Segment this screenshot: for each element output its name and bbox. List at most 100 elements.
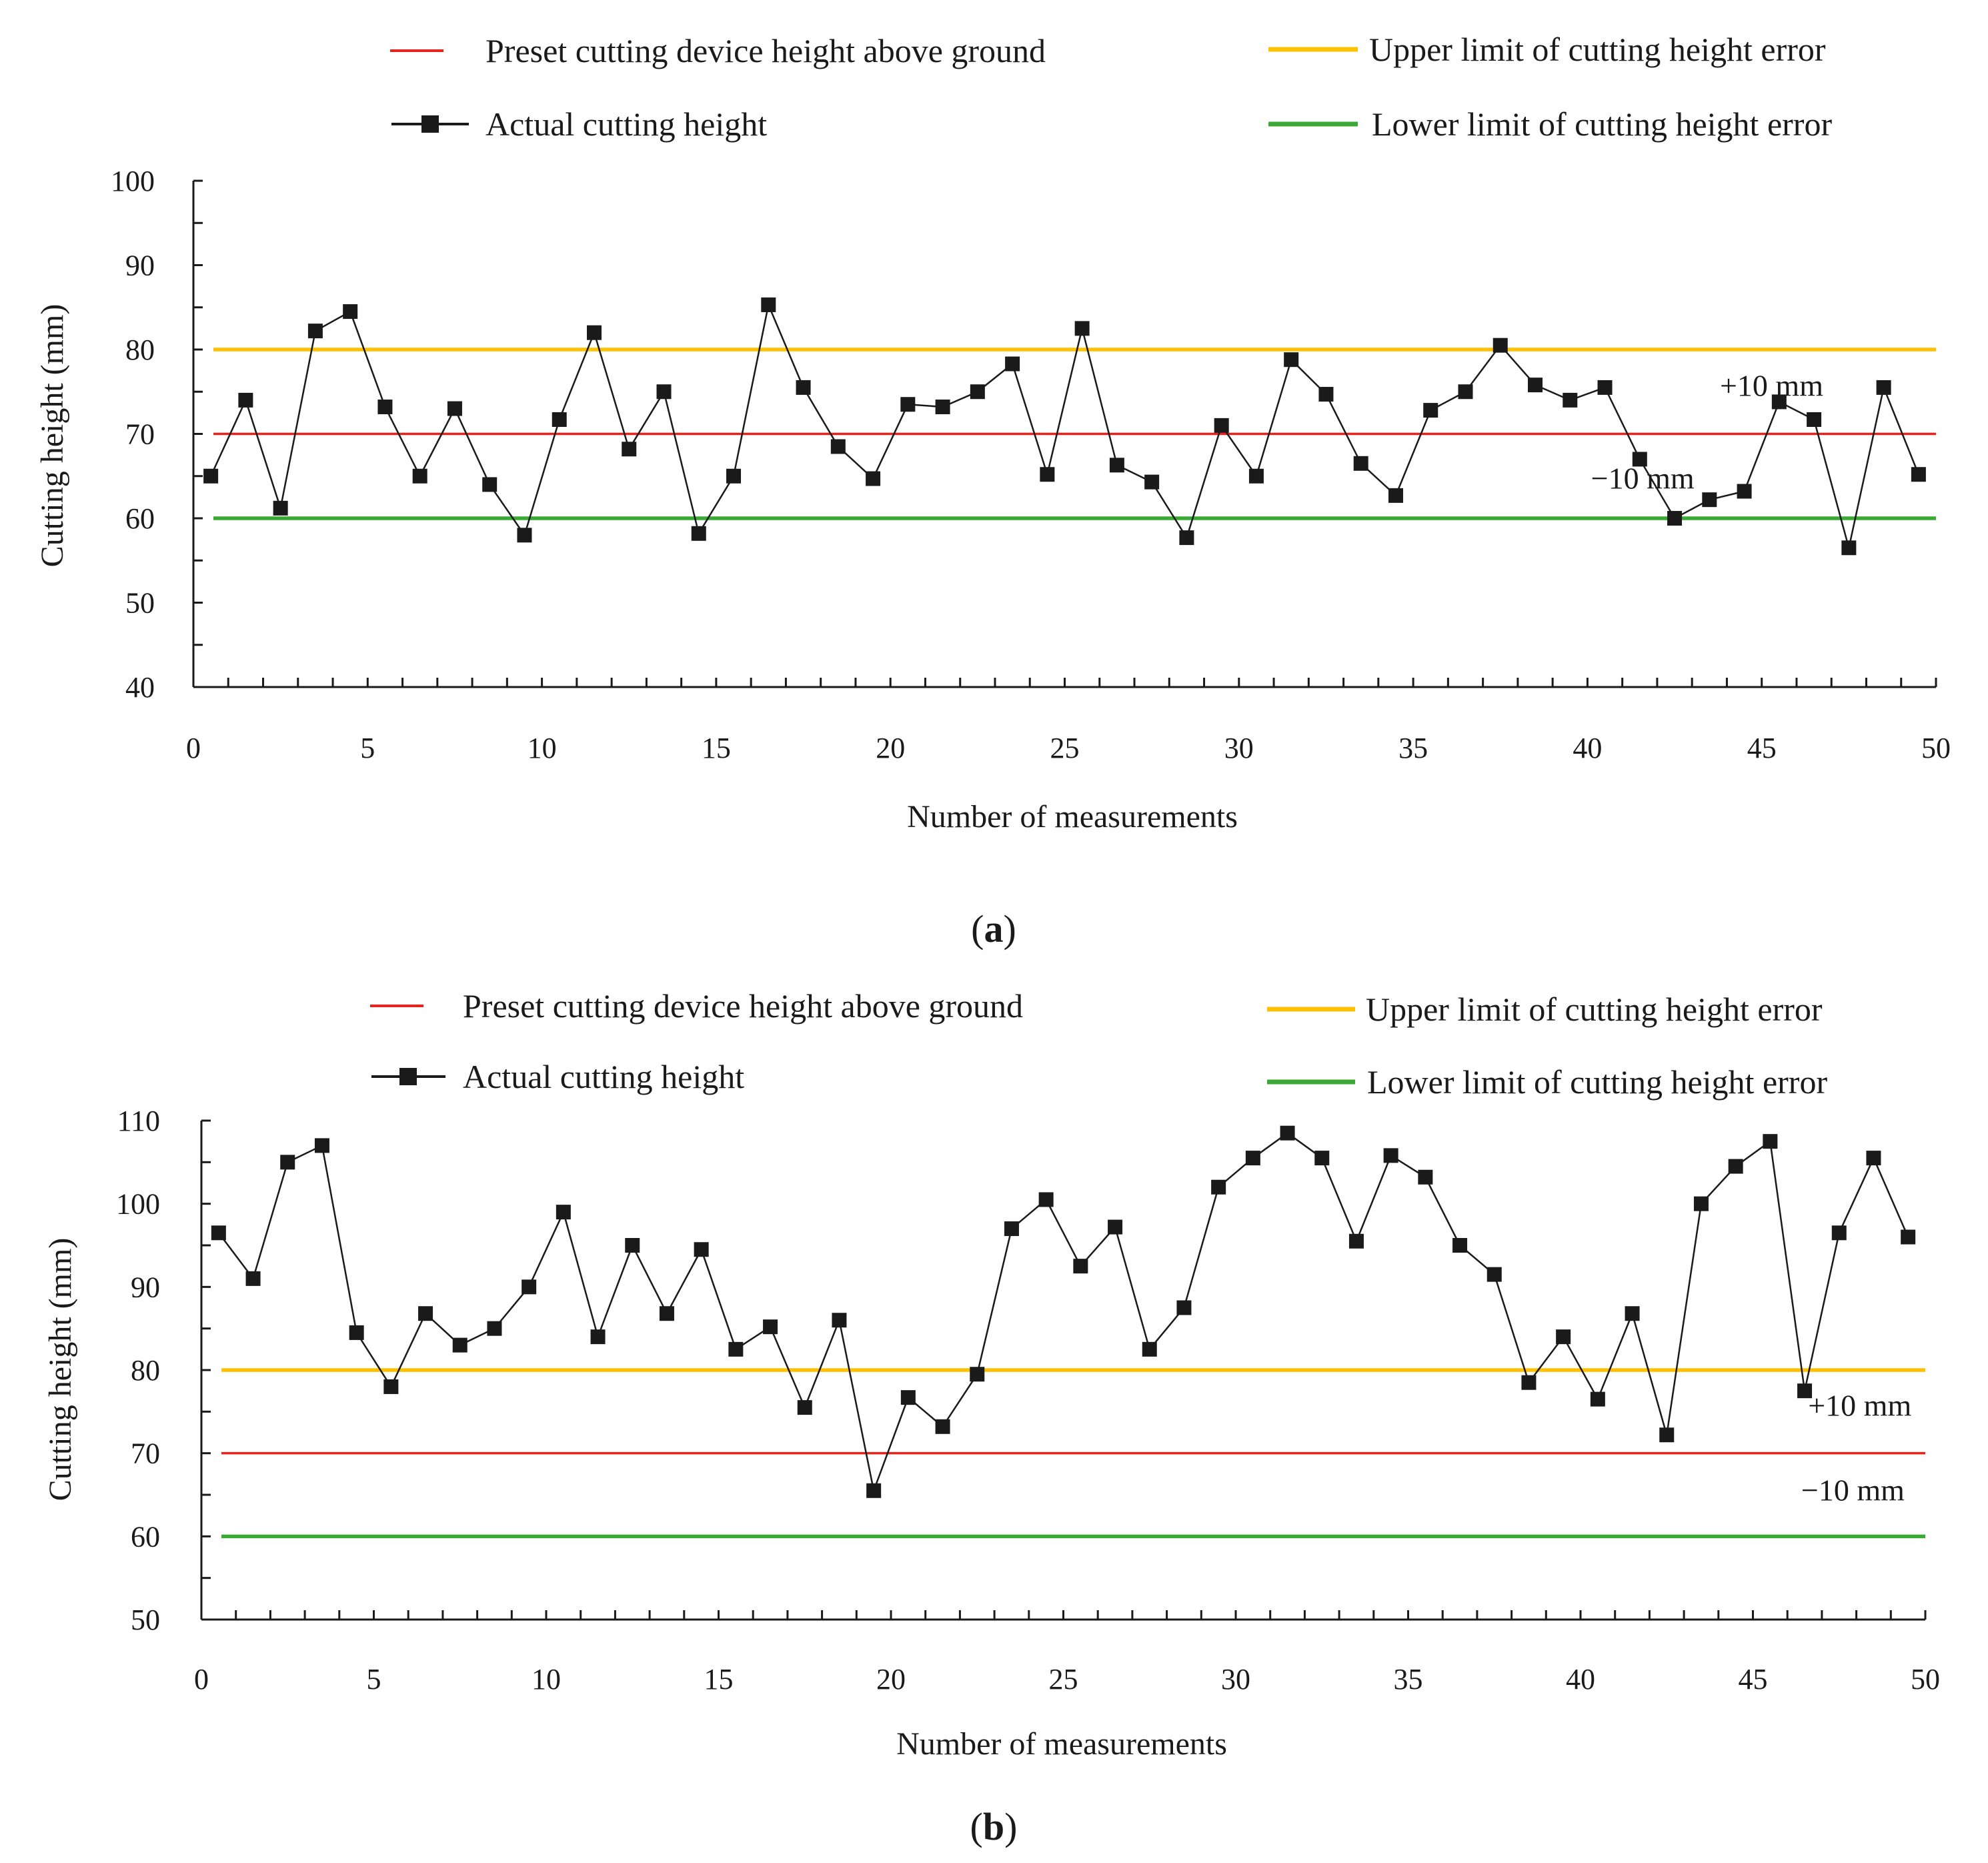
data-point-a bbox=[691, 526, 706, 541]
x-tick-label-a: 0 bbox=[186, 732, 201, 764]
data-point-a bbox=[1040, 467, 1055, 482]
y-tick-label-b: 110 bbox=[117, 1105, 160, 1137]
data-point-b bbox=[1866, 1151, 1881, 1166]
y-tick-label-b: 60 bbox=[131, 1520, 160, 1553]
data-point-b bbox=[383, 1379, 399, 1394]
data-point-b bbox=[1590, 1391, 1605, 1407]
x-axis-label-a: Number of measurements bbox=[907, 799, 1238, 834]
panel-b: Preset cutting device height above groun… bbox=[43, 987, 1940, 1848]
data-point-a bbox=[307, 324, 323, 339]
legend-item-preset: Preset cutting device height above groun… bbox=[390, 32, 1046, 69]
data-point-a bbox=[517, 528, 532, 543]
data-point-b bbox=[1728, 1159, 1743, 1174]
x-tick-label-a: 15 bbox=[702, 732, 731, 764]
data-point-a bbox=[900, 397, 916, 412]
x-tick-label-b: 20 bbox=[876, 1663, 906, 1696]
data-point-a bbox=[1493, 338, 1508, 353]
data-point-a bbox=[1737, 484, 1752, 499]
data-point-b bbox=[1383, 1148, 1398, 1163]
data-point-a bbox=[830, 439, 846, 454]
data-point-a bbox=[552, 412, 567, 427]
data-point-a bbox=[1284, 352, 1299, 368]
data-point-b bbox=[797, 1400, 812, 1415]
x-tick-label-b: 30 bbox=[1221, 1663, 1250, 1696]
y-tick-label-b: 80 bbox=[131, 1354, 160, 1387]
x-tick-label-b: 0 bbox=[194, 1663, 209, 1696]
panel-label-b: (b) bbox=[970, 1805, 1018, 1848]
data-point-a bbox=[1074, 321, 1090, 336]
data-point-b bbox=[1004, 1221, 1019, 1237]
panel-label-a: (a) bbox=[971, 907, 1016, 951]
data-point-a bbox=[343, 304, 358, 320]
data-point-b bbox=[1831, 1225, 1847, 1241]
data-point-a bbox=[1632, 452, 1647, 467]
x-tick-label-a: 10 bbox=[528, 732, 557, 764]
data-point-a bbox=[273, 500, 288, 516]
data-point-a bbox=[761, 297, 776, 312]
x-tick-label-a: 45 bbox=[1747, 732, 1777, 764]
x-axis-label-b: Number of measurements bbox=[896, 1726, 1227, 1762]
data-point-b bbox=[900, 1390, 916, 1405]
data-point-b bbox=[935, 1419, 950, 1434]
legend-label-preset: Preset cutting device height above groun… bbox=[485, 32, 1046, 69]
data-point-a bbox=[866, 471, 881, 486]
panel-a: Preset cutting device height above groun… bbox=[35, 31, 1951, 951]
data-point-b bbox=[970, 1367, 985, 1382]
data-point-b bbox=[1314, 1151, 1330, 1166]
data-point-a bbox=[1876, 380, 1891, 395]
legend-item-upper-limit: Upper limit of cutting height error bbox=[1268, 31, 1826, 68]
plot-area-a: 40 50 60 70 80 90 100 0 5 10 15 20 25 30 35 40 45 50 +10 m… bbox=[111, 165, 1951, 764]
data-point-b bbox=[1348, 1233, 1364, 1249]
data-point-b bbox=[1659, 1427, 1675, 1443]
x-tick-label-b: 50 bbox=[1911, 1663, 1940, 1696]
data-point-a bbox=[238, 392, 253, 408]
legend-item-preset-b: Preset cutting device height above groun… bbox=[370, 987, 1023, 1025]
data-point-b bbox=[1142, 1341, 1157, 1357]
y-tick-label-a: 100 bbox=[111, 165, 155, 197]
data-point-a bbox=[656, 384, 672, 400]
data-point-b bbox=[590, 1329, 606, 1345]
data-point-a bbox=[726, 468, 742, 484]
x-tick-label-a: 30 bbox=[1224, 732, 1254, 764]
y-tick-label-b: 70 bbox=[131, 1437, 160, 1470]
data-point-a bbox=[1005, 356, 1020, 372]
data-point-a bbox=[1667, 511, 1683, 526]
data-point-b bbox=[211, 1225, 226, 1241]
x-tick-label-a: 25 bbox=[1050, 732, 1080, 764]
legend-b: Preset cutting device height above groun… bbox=[370, 987, 1827, 1101]
legend-label-upper: Upper limit of cutting height error bbox=[1369, 31, 1826, 68]
data-point-b bbox=[1038, 1192, 1054, 1207]
y-tick-label-a: 50 bbox=[125, 587, 155, 620]
data-point-b bbox=[1797, 1383, 1813, 1399]
data-point-b bbox=[1901, 1229, 1916, 1245]
data-point-b bbox=[763, 1319, 778, 1335]
legend-item-upper-limit-b: Upper limit of cutting height error bbox=[1267, 991, 1823, 1028]
data-point-b bbox=[1625, 1306, 1640, 1321]
legend-swatch-actual-marker bbox=[421, 115, 439, 133]
data-point-b bbox=[1108, 1219, 1123, 1235]
data-point-a bbox=[970, 384, 985, 400]
data-point-a bbox=[447, 401, 462, 416]
annotation-plus10-a: +10 mm bbox=[1720, 369, 1823, 403]
y-tick-label-a: 40 bbox=[125, 671, 155, 704]
x-tick-label-a: 35 bbox=[1398, 732, 1428, 764]
legend-item-lower-limit: Lower limit of cutting height error bbox=[1268, 105, 1832, 143]
data-point-a bbox=[1841, 540, 1857, 556]
data-point-b bbox=[1521, 1375, 1537, 1390]
data-point-a bbox=[1318, 387, 1334, 402]
data-point-a bbox=[1702, 492, 1717, 508]
data-point-b bbox=[625, 1238, 640, 1253]
data-point-a bbox=[203, 468, 219, 484]
data-point-b bbox=[1211, 1179, 1226, 1195]
x-tick-label-b: 10 bbox=[532, 1663, 561, 1696]
data-point-a bbox=[796, 380, 811, 395]
legend-label-upper-b: Upper limit of cutting height error bbox=[1366, 991, 1823, 1028]
legend-label-actual-b: Actual cutting height bbox=[463, 1058, 744, 1095]
data-point-a bbox=[935, 400, 950, 415]
data-point-a bbox=[1528, 378, 1543, 393]
data-point-a bbox=[1144, 474, 1160, 490]
data-point-a bbox=[1179, 530, 1194, 546]
data-point-b bbox=[1073, 1259, 1088, 1274]
